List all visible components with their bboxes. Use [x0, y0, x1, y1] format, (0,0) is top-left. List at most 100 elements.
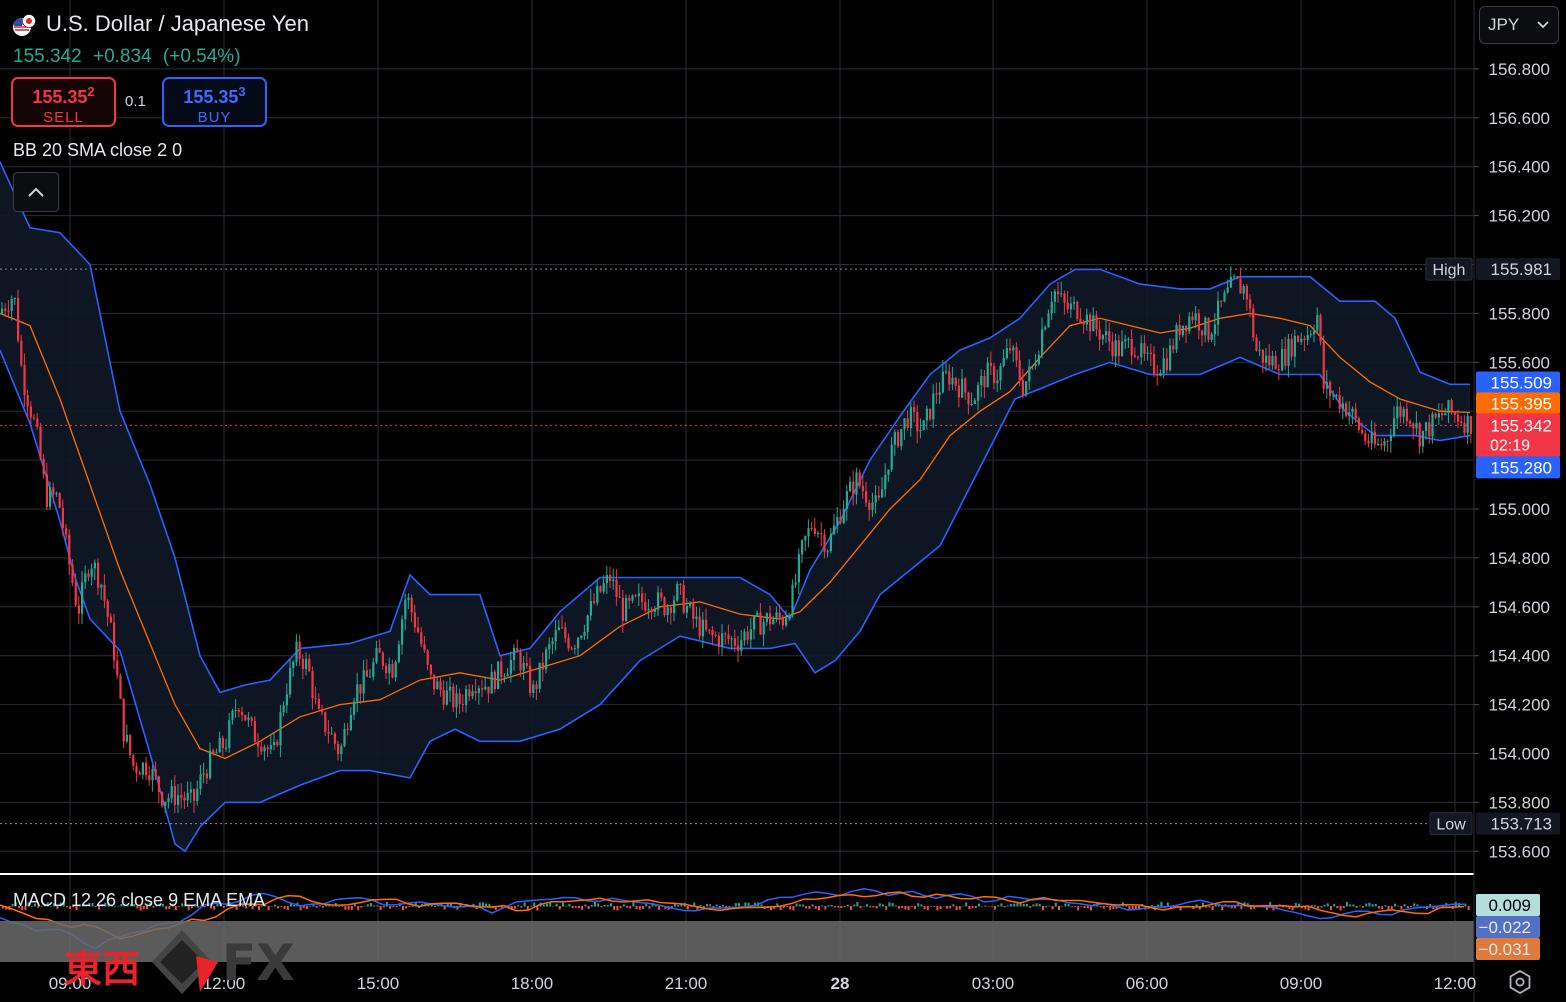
signal-line	[0, 891, 1465, 940]
macd-histogram-bar	[200, 904, 203, 907]
macd-histogram-bar	[194, 903, 196, 907]
candle-body	[1153, 354, 1156, 374]
candle-body	[1037, 354, 1040, 365]
bb-indicator-label[interactable]: BB 20 SMA close 2 0	[13, 140, 183, 160]
candle-body	[132, 754, 135, 767]
candle-body	[225, 747, 228, 749]
macd-histogram-bar	[1211, 906, 1214, 911]
candle-body	[788, 615, 791, 618]
macd-histogram-bar	[1128, 906, 1131, 911]
candle-body	[865, 491, 868, 503]
candle-body	[890, 444, 893, 470]
candle-body	[1322, 341, 1325, 389]
candle-body	[87, 573, 90, 577]
candle-body	[157, 776, 160, 793]
macd-histogram-bar	[1003, 906, 1006, 908]
y-tick-label: 154.800	[1489, 549, 1550, 568]
candle-body	[682, 584, 685, 613]
currency-select[interactable]: JPY	[1479, 6, 1559, 44]
candle-body	[881, 489, 884, 498]
candle-body	[1210, 334, 1213, 340]
candle-body	[356, 684, 359, 702]
candle-body	[519, 652, 522, 671]
lot-size[interactable]: 0.1	[125, 93, 146, 110]
macd-histogram-bar	[984, 905, 987, 907]
macd-histogram-bar	[859, 906, 862, 909]
y-tick-label: 155.800	[1489, 304, 1550, 323]
candle-body	[420, 632, 423, 645]
gear-icon[interactable]	[1506, 968, 1534, 996]
macd-histogram-bar	[526, 906, 529, 910]
macd-histogram-bar	[59, 902, 62, 907]
candle-body	[621, 597, 624, 622]
macd-indicator-label[interactable]: MACD 12 26 close 9 EMA EMA	[13, 890, 266, 910]
macd-histogram-bar	[1371, 904, 1374, 907]
candle-body	[442, 690, 445, 705]
candle-body	[353, 701, 356, 715]
macd-histogram-bar	[853, 904, 856, 907]
macd-histogram-bar	[533, 902, 536, 907]
candle-body	[247, 717, 250, 721]
macd-histogram-bar	[338, 906, 340, 907]
candle-body	[772, 619, 775, 625]
candle-body	[231, 711, 234, 721]
candle-body	[730, 638, 733, 640]
macd-histogram-bar	[1339, 906, 1342, 911]
macd-histogram-bar	[1077, 906, 1080, 911]
candle-body	[1050, 301, 1053, 314]
candle-body	[29, 406, 32, 418]
candle-body	[813, 528, 816, 534]
macd-histogram-bar	[11, 903, 14, 907]
candle-body	[541, 662, 544, 670]
macd-histogram-bar	[1346, 902, 1348, 907]
candle-body	[1437, 413, 1440, 418]
candle-body	[769, 613, 772, 625]
candle-body	[1053, 291, 1056, 302]
x-tick-label: 15:00	[357, 974, 400, 993]
symbol-title[interactable]: U.S. Dollar / Japanese Yen	[46, 11, 309, 36]
candle-body	[673, 600, 676, 614]
macd-histogram-bar	[664, 906, 667, 910]
buy-button[interactable]: 155.353 BUY	[162, 77, 267, 127]
candle-body	[84, 573, 87, 583]
macd-histogram-bar	[104, 902, 107, 907]
candle-body	[845, 491, 848, 509]
candle-body	[205, 773, 208, 779]
candle-body	[58, 493, 61, 508]
macd-histogram-bar	[69, 906, 72, 909]
macd-histogram-bar	[331, 906, 334, 907]
candle-body	[1409, 421, 1412, 424]
candle-body	[1117, 340, 1120, 356]
candle-body	[1076, 302, 1079, 319]
macd-histogram-bar	[552, 905, 555, 907]
macd-histogram-bar	[293, 905, 296, 907]
macd-histogram-bar	[363, 905, 366, 907]
candle-body	[746, 631, 749, 640]
macd-histogram-bar	[91, 903, 94, 907]
macd-histogram-bar	[360, 906, 363, 908]
candle-body	[407, 597, 410, 601]
candle-body	[522, 663, 525, 671]
candle-body	[762, 621, 765, 635]
macd-histogram-bar	[53, 903, 56, 907]
candle-body	[1191, 316, 1194, 321]
macd-histogram-bar	[366, 904, 369, 907]
candle-body	[532, 684, 535, 693]
macd-histogram-bar	[184, 903, 187, 907]
sell-button[interactable]: 155.352 SELL	[11, 77, 116, 127]
macd-histogram-bar	[878, 903, 881, 907]
collapse-button[interactable]	[13, 172, 59, 212]
macd-histogram-bar	[1000, 903, 1003, 907]
macd-histogram-bar	[235, 906, 238, 910]
candle-body	[93, 562, 96, 569]
macd-histogram-bar	[930, 906, 932, 907]
macd-histogram-bar	[478, 902, 481, 907]
candle-body	[97, 562, 100, 588]
macd-histogram-bar	[910, 906, 913, 907]
macd-histogram-bar	[1291, 906, 1294, 911]
candle-body	[756, 612, 759, 616]
macd-histogram-bar	[1234, 906, 1236, 909]
macd-histogram-bar	[123, 904, 126, 907]
candle-body	[269, 745, 272, 750]
